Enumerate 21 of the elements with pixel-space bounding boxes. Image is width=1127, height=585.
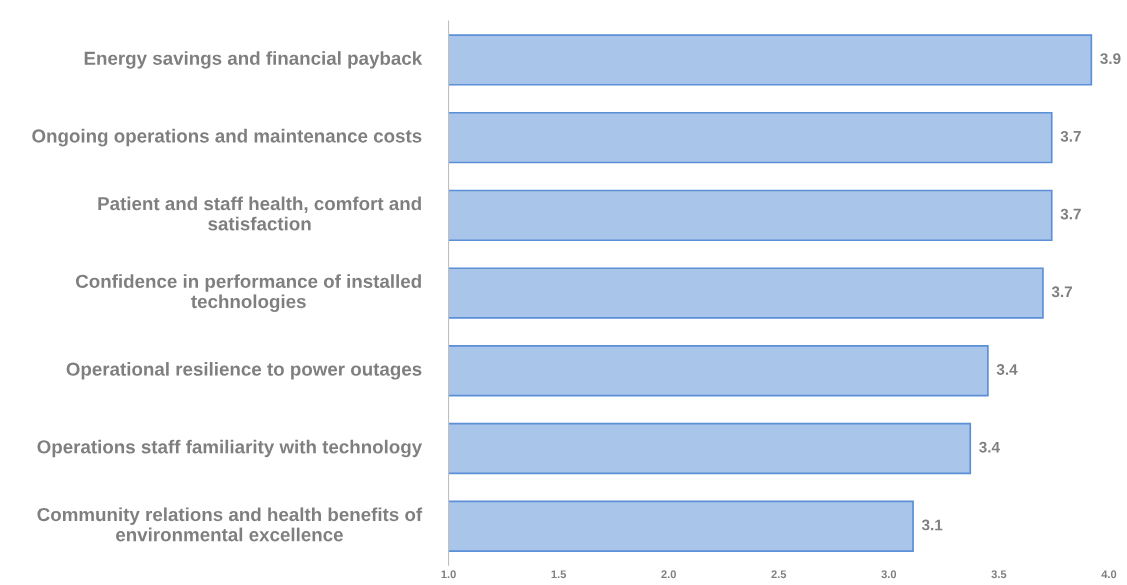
data-label: 3.1 bbox=[921, 519, 943, 531]
data-label: 3.4 bbox=[996, 364, 1018, 375]
data-label: 3.7 bbox=[1051, 286, 1072, 298]
x-tick-label: 2.0 bbox=[661, 570, 676, 579]
y-tick-label: Community relations and health benefits of environmental excellence bbox=[37, 507, 423, 542]
x-tick-label: 1.0 bbox=[441, 570, 456, 579]
x-tick-label: 2.5 bbox=[771, 570, 787, 579]
x-tick-label: 1.5 bbox=[551, 570, 567, 579]
y-tick-label: Operational resilience to power outages bbox=[66, 362, 422, 380]
y-tick-label: Confidence in performance of installed technologies bbox=[76, 274, 421, 312]
data-label: 3.4 bbox=[979, 441, 1000, 453]
data-label: 3.9 bbox=[1100, 53, 1121, 65]
data-label: 3.7 bbox=[1060, 208, 1081, 220]
x-tick-label: 4.0 bbox=[1101, 570, 1117, 579]
y-tick-label: Patient and staff health, comfort and satisfaction bbox=[98, 196, 421, 231]
y-tick-label: Energy savings and financial payback bbox=[84, 51, 423, 69]
data-label: 3.7 bbox=[1060, 130, 1081, 142]
y-tick-label: Ongoing operations and maintenance costs bbox=[32, 128, 422, 147]
y-tick-label: Operations staff familiarity with technology bbox=[37, 439, 423, 458]
x-tick-label: 3.5 bbox=[991, 570, 1007, 579]
x-tick-label: 3.0 bbox=[881, 570, 897, 579]
